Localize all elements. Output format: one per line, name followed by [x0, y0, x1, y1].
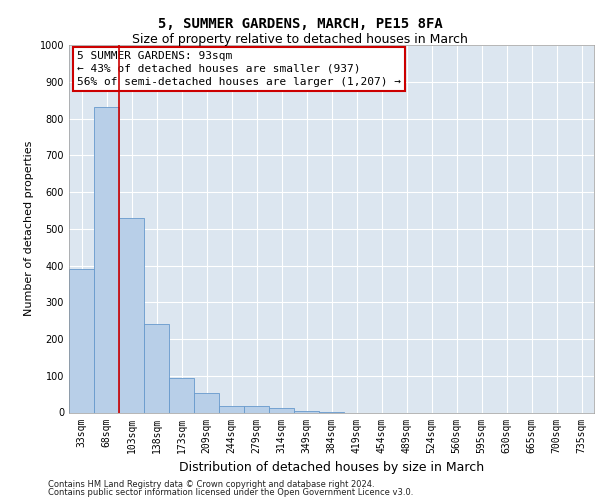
Bar	[244, 406, 269, 412]
Bar	[119, 218, 144, 412]
Text: Contains public sector information licensed under the Open Government Licence v3: Contains public sector information licen…	[48, 488, 413, 497]
Text: 5 SUMMER GARDENS: 93sqm
← 43% of detached houses are smaller (937)
56% of semi-d: 5 SUMMER GARDENS: 93sqm ← 43% of detache…	[77, 50, 401, 87]
Bar	[219, 406, 244, 412]
Bar	[144, 324, 169, 412]
Bar	[269, 408, 294, 412]
Bar	[94, 108, 119, 412]
Text: Contains HM Land Registry data © Crown copyright and database right 2024.: Contains HM Land Registry data © Crown c…	[48, 480, 374, 489]
X-axis label: Distribution of detached houses by size in March: Distribution of detached houses by size …	[179, 461, 484, 474]
Text: 5, SUMMER GARDENS, MARCH, PE15 8FA: 5, SUMMER GARDENS, MARCH, PE15 8FA	[158, 18, 442, 32]
Bar	[294, 410, 319, 412]
Bar	[69, 269, 94, 412]
Y-axis label: Number of detached properties: Number of detached properties	[24, 141, 34, 316]
Bar	[169, 378, 194, 412]
Text: Size of property relative to detached houses in March: Size of property relative to detached ho…	[132, 32, 468, 46]
Bar	[194, 394, 219, 412]
